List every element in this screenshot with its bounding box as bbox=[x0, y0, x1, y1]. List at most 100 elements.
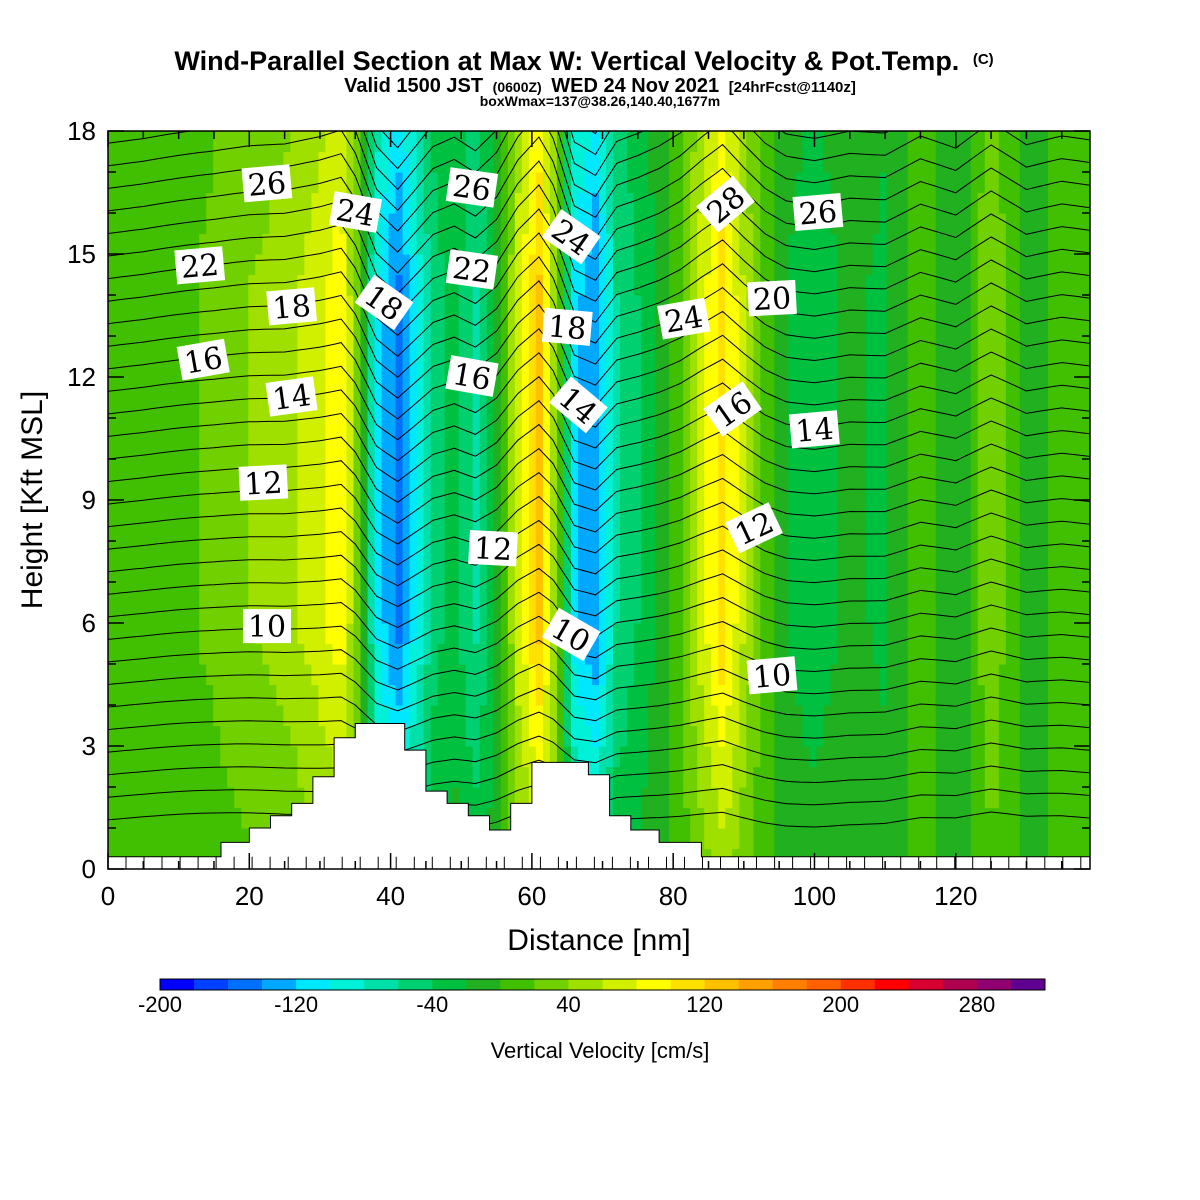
velocity-cell bbox=[353, 233, 362, 255]
velocity-cell bbox=[956, 274, 965, 296]
velocity-cell bbox=[213, 623, 221, 645]
velocity-cell bbox=[136, 602, 144, 624]
velocity-cell bbox=[851, 397, 860, 419]
velocity-cell bbox=[178, 418, 186, 440]
velocity-cell bbox=[472, 602, 481, 624]
velocity-cell bbox=[662, 787, 670, 809]
velocity-cell bbox=[956, 828, 965, 850]
velocity-cell bbox=[802, 520, 811, 542]
velocity-cell bbox=[1033, 192, 1042, 214]
velocity-cell bbox=[746, 459, 754, 481]
velocity-cell bbox=[1012, 172, 1021, 194]
velocity-cell bbox=[486, 397, 495, 419]
velocity-cell bbox=[634, 459, 642, 481]
velocity-cell bbox=[802, 541, 811, 563]
velocity-cell bbox=[493, 807, 502, 829]
velocity-cell bbox=[1012, 233, 1021, 255]
velocity-cell bbox=[907, 500, 916, 522]
velocity-cell bbox=[115, 459, 123, 481]
velocity-cell bbox=[802, 787, 811, 809]
velocity-cell bbox=[935, 746, 944, 768]
velocity-cell bbox=[1033, 397, 1042, 419]
velocity-cell bbox=[935, 336, 944, 358]
velocity-cell bbox=[157, 561, 165, 583]
velocity-cell bbox=[171, 336, 179, 358]
velocity-cell bbox=[1054, 766, 1063, 788]
velocity-cell bbox=[234, 192, 242, 214]
velocity-cell bbox=[206, 725, 214, 747]
velocity-cell bbox=[332, 274, 341, 296]
velocity-cell bbox=[591, 356, 600, 378]
velocity-cell bbox=[725, 541, 733, 563]
velocity-cell bbox=[339, 254, 348, 276]
velocity-cell bbox=[339, 705, 348, 727]
velocity-cell bbox=[297, 643, 305, 665]
velocity-cell bbox=[914, 192, 923, 214]
velocity-cell bbox=[942, 418, 951, 440]
velocity-cell bbox=[830, 397, 839, 419]
velocity-cell bbox=[823, 541, 832, 563]
velocity-cell bbox=[620, 192, 628, 214]
velocity-cell bbox=[1040, 664, 1049, 686]
velocity-cell bbox=[542, 479, 551, 501]
velocity-cell bbox=[830, 459, 839, 481]
velocity-cell bbox=[192, 664, 200, 686]
velocity-cell bbox=[711, 828, 719, 850]
velocity-cell bbox=[956, 643, 965, 665]
velocity-cell bbox=[150, 192, 158, 214]
velocity-cell bbox=[234, 438, 242, 460]
velocity-cell bbox=[886, 295, 895, 317]
velocity-cell bbox=[725, 479, 733, 501]
velocity-cell bbox=[816, 131, 825, 153]
velocity-cell bbox=[998, 131, 1007, 153]
velocity-cell bbox=[851, 623, 860, 645]
velocity-cell bbox=[942, 643, 951, 665]
velocity-cell bbox=[669, 787, 677, 809]
velocity-cell bbox=[430, 233, 439, 255]
velocity-cell bbox=[816, 274, 825, 296]
velocity-cell bbox=[458, 602, 467, 624]
velocity-cell bbox=[332, 643, 341, 665]
velocity-cell bbox=[956, 725, 965, 747]
velocity-cell bbox=[157, 643, 165, 665]
velocity-cell bbox=[893, 643, 902, 665]
velocity-cell bbox=[781, 766, 789, 788]
velocity-cell bbox=[739, 643, 747, 665]
velocity-cell bbox=[164, 336, 172, 358]
velocity-cell bbox=[956, 746, 965, 768]
velocity-cell bbox=[136, 336, 144, 358]
velocity-cell bbox=[669, 561, 677, 583]
velocity-cell bbox=[549, 295, 558, 317]
velocity-cell bbox=[1047, 766, 1056, 788]
velocity-cell bbox=[157, 418, 165, 440]
velocity-cell bbox=[865, 664, 874, 686]
velocity-cell bbox=[830, 315, 839, 337]
velocity-cell bbox=[500, 336, 509, 358]
velocity-cell bbox=[220, 315, 228, 337]
velocity-cell bbox=[956, 602, 965, 624]
velocity-cell bbox=[900, 725, 909, 747]
velocity-cell bbox=[381, 315, 390, 337]
velocity-cell bbox=[437, 459, 446, 481]
velocity-cell bbox=[374, 377, 383, 399]
velocity-cell bbox=[739, 582, 747, 604]
velocity-cell bbox=[318, 705, 327, 727]
velocity-cell bbox=[1005, 274, 1014, 296]
velocity-cell bbox=[486, 213, 495, 235]
velocity-cell bbox=[669, 233, 677, 255]
velocity-cell bbox=[921, 336, 930, 358]
velocity-cell bbox=[802, 315, 811, 337]
velocity-cell bbox=[500, 500, 509, 522]
velocity-cell bbox=[528, 274, 537, 296]
velocity-cell bbox=[276, 500, 284, 522]
velocity-cell bbox=[416, 233, 425, 255]
velocity-cell bbox=[528, 541, 537, 563]
velocity-cell bbox=[690, 787, 698, 809]
velocity-cell bbox=[725, 295, 733, 317]
velocity-cell bbox=[262, 192, 270, 214]
velocity-cell bbox=[276, 254, 284, 276]
velocity-cell bbox=[486, 561, 495, 583]
velocity-cell bbox=[984, 356, 993, 378]
velocity-cell bbox=[648, 766, 656, 788]
velocity-cell bbox=[998, 479, 1007, 501]
